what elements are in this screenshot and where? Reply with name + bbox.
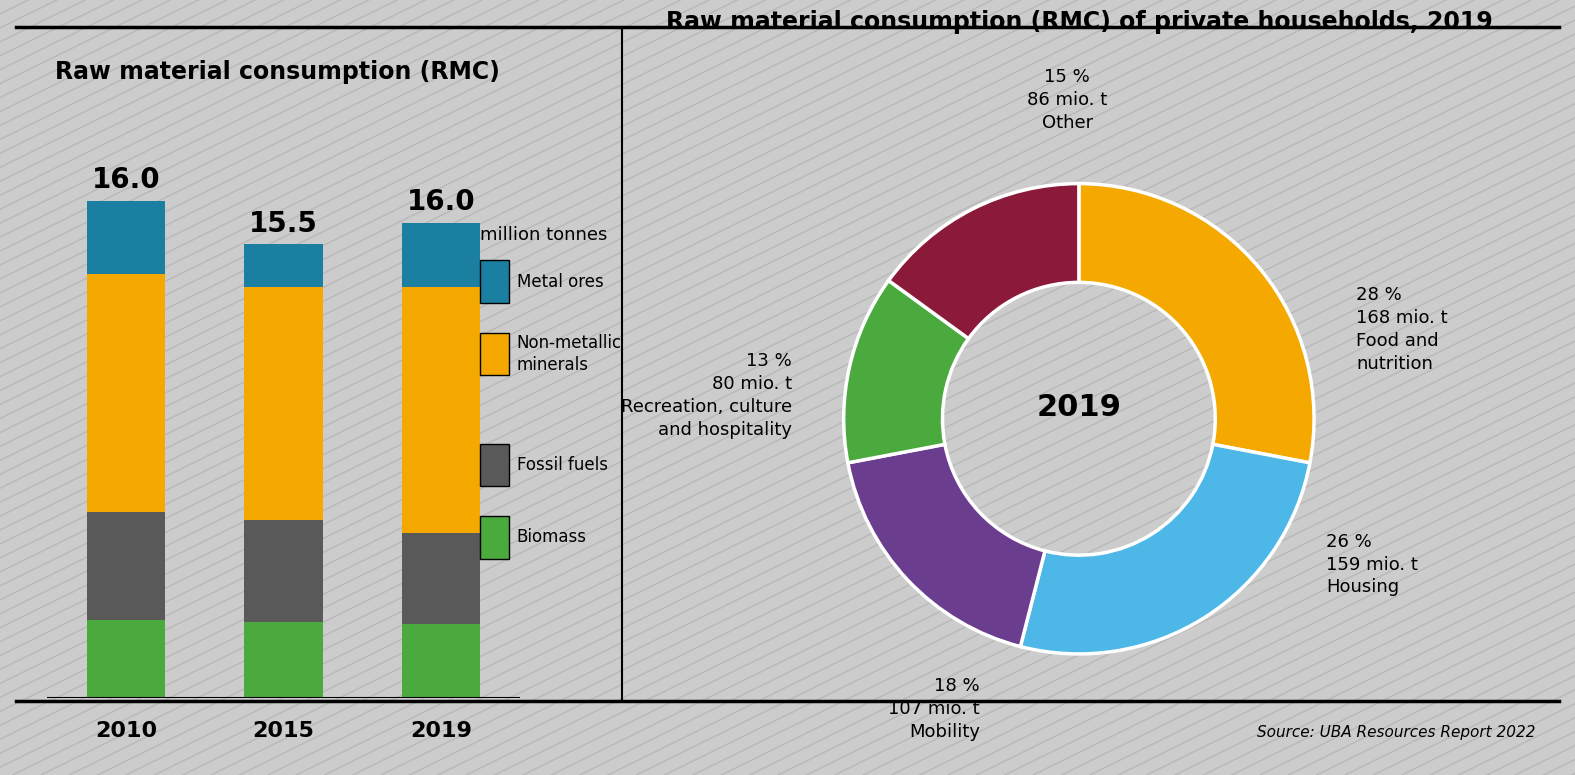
Text: million tonnes: million tonnes — [480, 226, 608, 244]
Wedge shape — [888, 184, 1079, 339]
Text: 15.5: 15.5 — [249, 210, 318, 238]
Text: 16.0: 16.0 — [91, 167, 161, 195]
Text: Raw material consumption (RMC): Raw material consumption (RMC) — [55, 60, 499, 84]
Text: Source: UBA Resources Report 2022: Source: UBA Resources Report 2022 — [1257, 725, 1536, 740]
Bar — [87, 620, 165, 698]
Text: Non-metallic
minerals: Non-metallic minerals — [517, 334, 622, 374]
FancyBboxPatch shape — [480, 260, 509, 303]
Text: 2019: 2019 — [1036, 392, 1121, 422]
Wedge shape — [1021, 444, 1310, 654]
Wedge shape — [847, 444, 1044, 646]
Text: 2015: 2015 — [252, 722, 315, 741]
Bar — [87, 201, 165, 274]
Bar — [402, 288, 480, 533]
Text: 2019: 2019 — [410, 722, 472, 741]
Text: Fossil fuels: Fossil fuels — [517, 456, 608, 474]
Text: 2010: 2010 — [94, 722, 158, 741]
Text: 18 %
107 mio. t
Mobility: 18 % 107 mio. t Mobility — [888, 677, 980, 741]
FancyBboxPatch shape — [480, 333, 509, 376]
Bar — [87, 274, 165, 512]
Wedge shape — [1079, 184, 1314, 463]
FancyBboxPatch shape — [480, 443, 509, 487]
Bar — [244, 521, 323, 622]
Text: 28 %
168 mio. t
Food and
nutrition: 28 % 168 mio. t Food and nutrition — [1356, 286, 1447, 373]
Bar — [402, 222, 480, 288]
Text: 26 %
159 mio. t
Housing: 26 % 159 mio. t Housing — [1326, 532, 1418, 597]
Bar — [244, 288, 323, 521]
Text: Biomass: Biomass — [517, 529, 586, 546]
Bar — [244, 622, 323, 698]
Text: 16.0: 16.0 — [406, 188, 476, 216]
FancyBboxPatch shape — [480, 516, 509, 559]
Text: 15 %
86 mio. t
Other: 15 % 86 mio. t Other — [1027, 68, 1107, 132]
Text: 13 %
80 mio. t
Recreation, culture
and hospitality: 13 % 80 mio. t Recreation, culture and h… — [621, 352, 792, 439]
Bar — [402, 624, 480, 698]
Wedge shape — [844, 281, 969, 463]
Bar — [87, 512, 165, 620]
Bar — [244, 244, 323, 288]
Text: Metal ores: Metal ores — [517, 273, 603, 291]
Title: Raw material consumption (RMC) of private households, 2019: Raw material consumption (RMC) of privat… — [666, 10, 1492, 34]
Bar — [402, 533, 480, 624]
